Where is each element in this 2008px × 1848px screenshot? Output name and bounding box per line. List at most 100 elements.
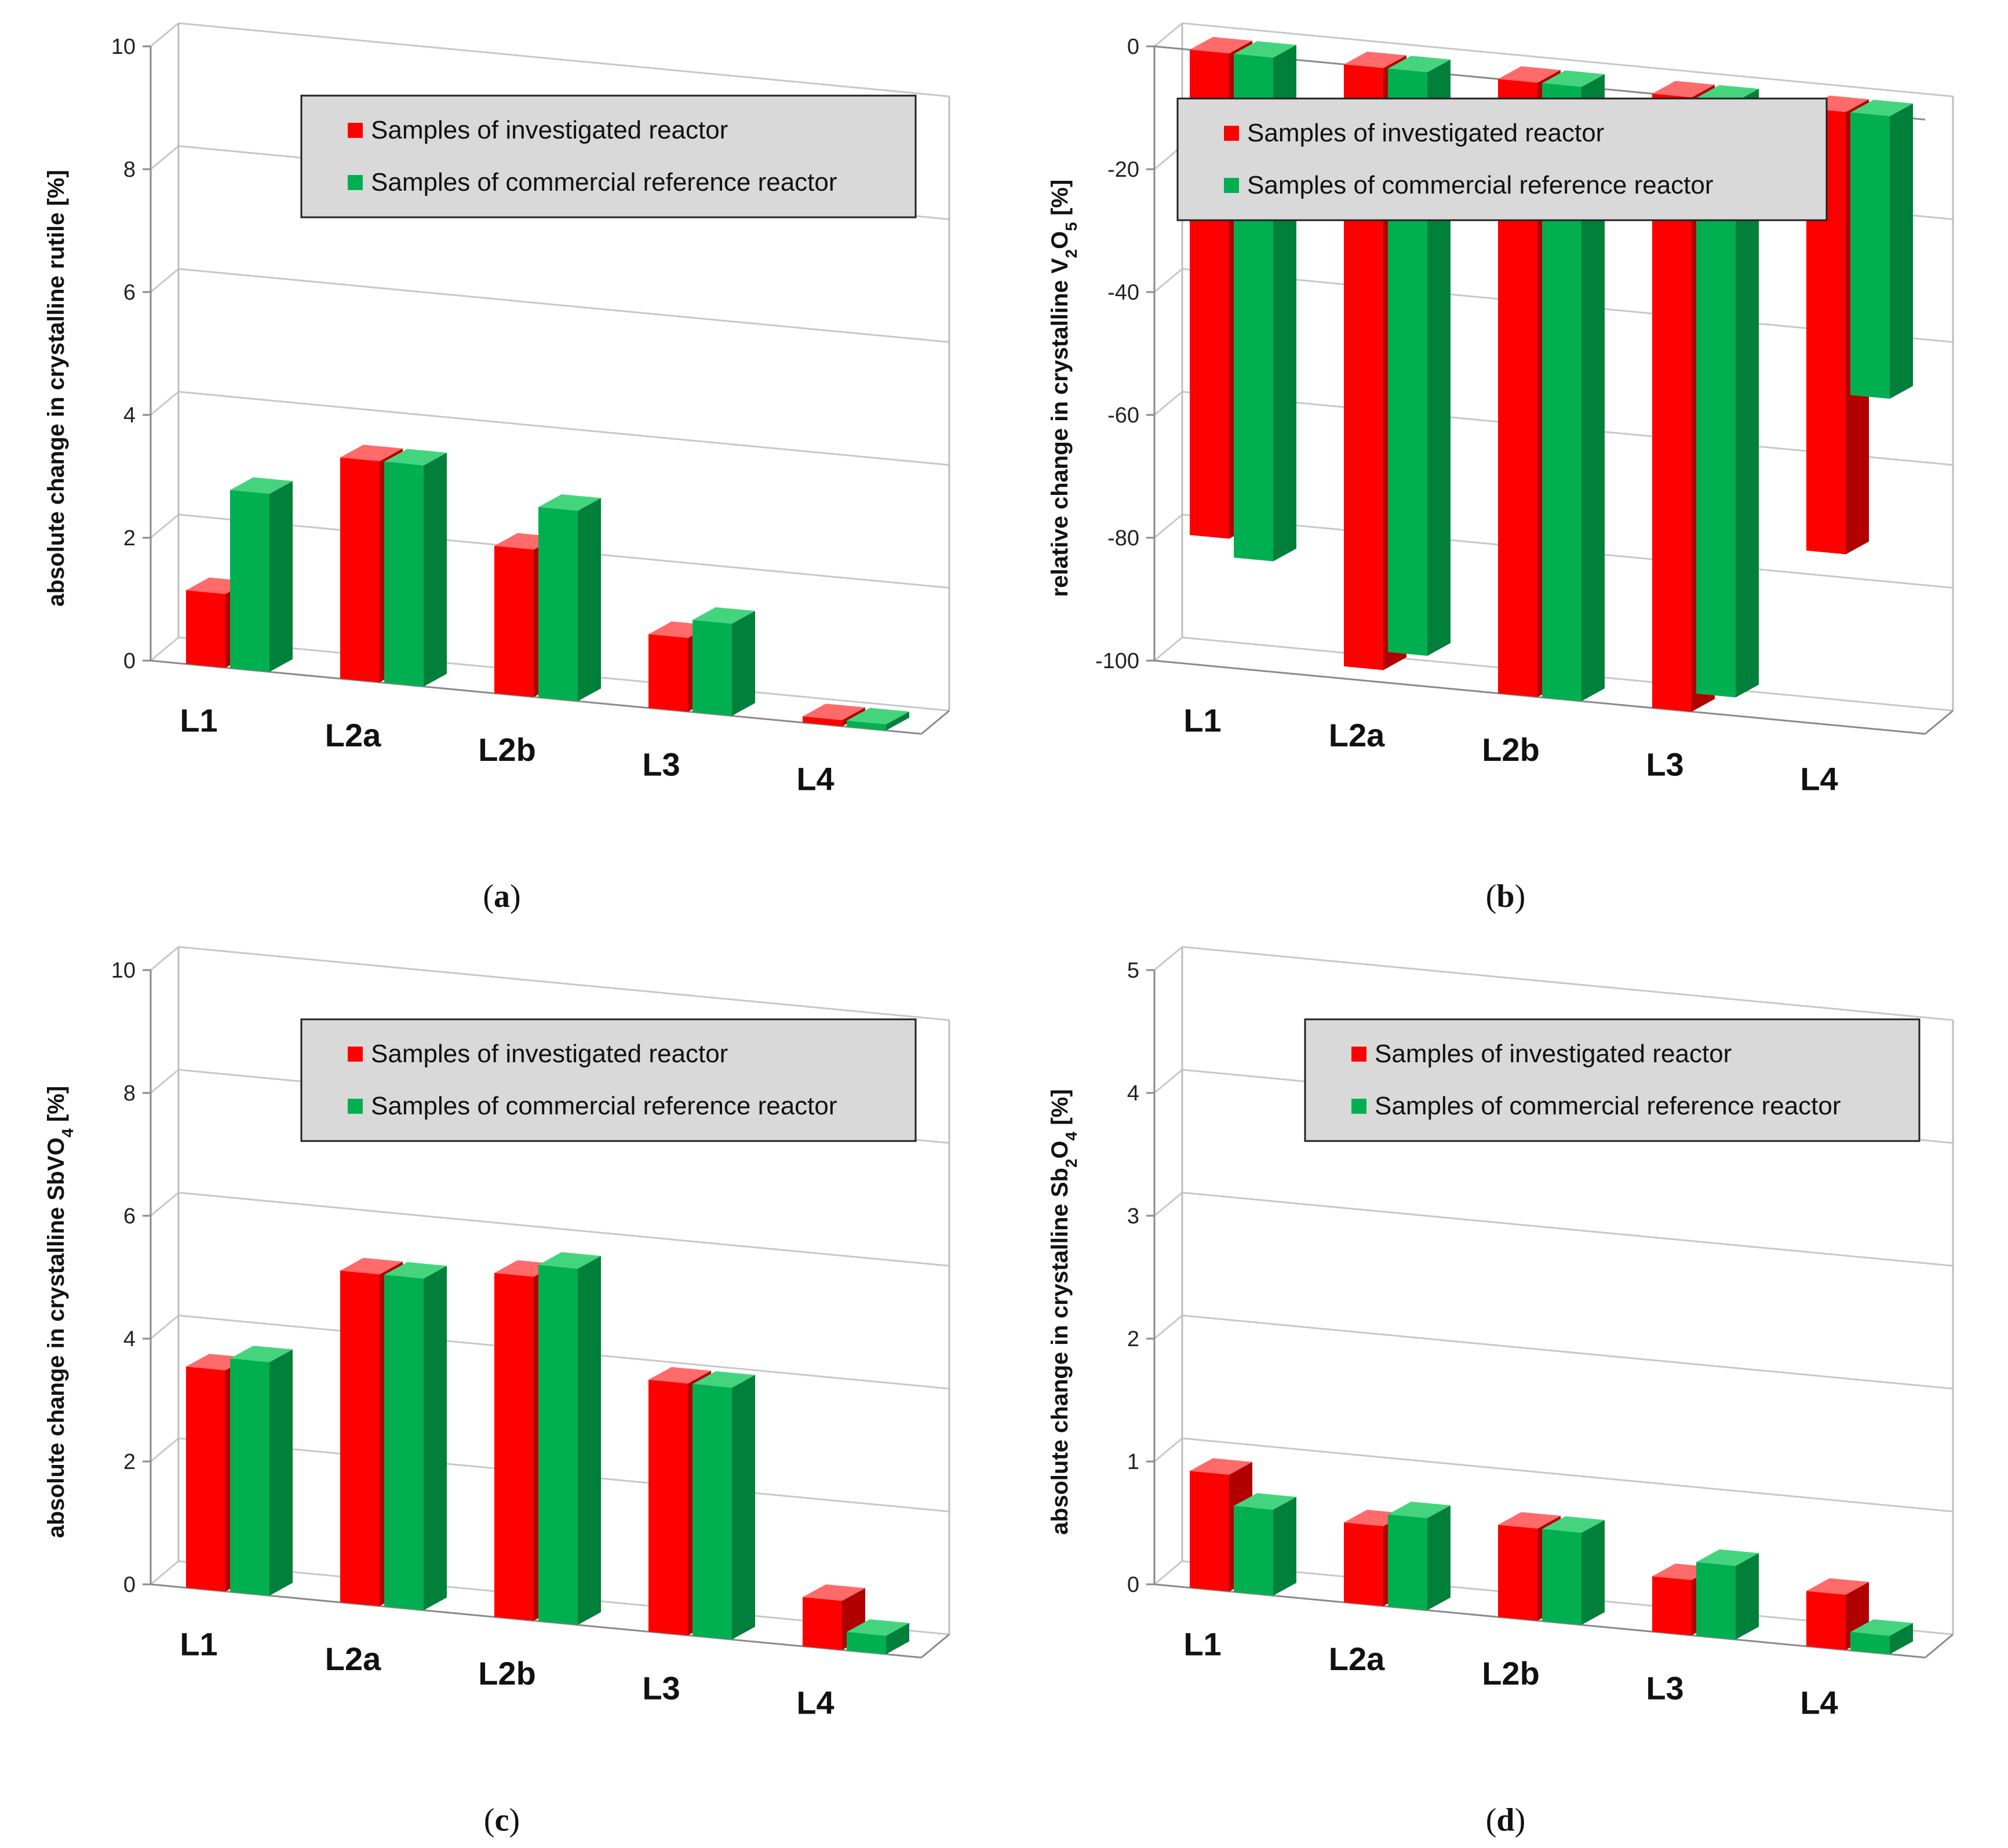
y-tick-label: -40	[1107, 280, 1139, 305]
x-category-labels: L1 L2a L2b L3 L4	[180, 1626, 834, 1721]
gridline-depth	[150, 1191, 179, 1217]
category-label-L2a: L2a	[1329, 717, 1385, 753]
category-label-L4: L4	[1800, 1685, 1838, 1721]
gridline-depth	[1154, 1560, 1183, 1585]
bar-reference-L4-top	[1850, 1619, 1913, 1636]
y-axis-title: absolute change in crystalline Sb2O4 [%]	[1047, 1089, 1080, 1534]
category-label-L2a: L2a	[1329, 1641, 1385, 1677]
bar-investigated-L2b-front	[494, 545, 534, 697]
legend-swatch-investigated	[1224, 126, 1239, 141]
bar-investigated-L3-front	[1652, 93, 1692, 712]
bar-investigated-L2b-top	[1498, 66, 1561, 83]
bar-investigated-L4-front	[1806, 1591, 1846, 1650]
bar-reference-L3-side	[732, 611, 755, 716]
y-tick-labels: 0 -20 -40 -60 -80 -100	[1095, 35, 1154, 673]
category-label-L4: L4	[796, 1685, 834, 1721]
legend: Samples of investigated reactor Samples o…	[1176, 97, 1828, 221]
x-axis-line	[150, 659, 922, 735]
gridline	[1182, 946, 1954, 1021]
legend: Samples of investigated reactor Samples o…	[1304, 1018, 1920, 1142]
category-label-L1: L1	[1183, 702, 1221, 739]
bar-reference-L3-top	[1696, 85, 1759, 102]
gridline-depth	[150, 1437, 179, 1463]
gridline-depth	[1154, 391, 1183, 416]
x-axis-depth	[1925, 1634, 1954, 1659]
bar-reference-L3-side	[1736, 89, 1759, 698]
legend-swatch-investigated	[348, 1047, 363, 1062]
legend-label-reference: Samples of commercial reference reactor	[1247, 171, 1714, 199]
legend: Samples of investigated reactor Samples o…	[300, 94, 917, 218]
bar-investigated-L3-top	[1652, 81, 1715, 98]
legend-box	[1176, 97, 1828, 221]
gridline-depth	[150, 636, 179, 662]
bar-investigated-L3-top	[648, 1367, 711, 1384]
bars	[186, 444, 909, 731]
gridline	[178, 268, 950, 343]
gridline-depth	[1154, 636, 1183, 662]
chart-a-svg: 0 2 4 6 8 10 absolute change in crystalline ru…	[43, 22, 950, 914]
bar-investigated-L2a-top	[340, 1257, 403, 1275]
bar-reference-L2a-top	[384, 449, 447, 466]
bar-reference-L1-top	[1234, 41, 1296, 58]
bar-reference-L2b-side	[578, 1256, 601, 1625]
bar-reference-L3-top	[1696, 1549, 1759, 1566]
y-tick-label: 4	[123, 403, 136, 428]
gridline	[178, 22, 950, 97]
gridline-depth	[150, 268, 179, 293]
bar-reference-L2b-top	[1542, 1516, 1605, 1533]
x-axis-depth	[1925, 710, 1954, 735]
y-tick-label: 10	[111, 35, 136, 59]
bar-investigated-L2a-top	[340, 444, 403, 461]
gridline-depth	[150, 391, 179, 416]
bar-reference-L3	[1696, 85, 1759, 698]
bar-reference-L4-side	[1890, 103, 1913, 399]
y-tick-label: -80	[1107, 526, 1139, 551]
gridline	[1182, 22, 1954, 97]
bar-reference-L2a-side	[1427, 1505, 1451, 1610]
bar-reference-L4-front	[1850, 112, 1890, 399]
bar-reference-L2a-front	[384, 461, 424, 687]
y-tick-label: 4	[123, 1327, 136, 1351]
y-tick-label: 0	[123, 649, 136, 673]
legend-label-reference: Samples of commercial reference reactor	[371, 1092, 837, 1120]
category-label-L2b: L2b	[478, 731, 536, 768]
gridline-depth	[1154, 513, 1183, 539]
bar-investigated-L4-top	[803, 1584, 865, 1601]
category-label-L2b: L2b	[1482, 1655, 1540, 1692]
bar-investigated-L1-top	[1190, 1458, 1252, 1475]
category-label-L2b: L2b	[478, 1655, 536, 1692]
category-label-L1: L1	[180, 702, 217, 739]
category-label-L3: L3	[642, 746, 680, 782]
bar-reference-L3-front	[1696, 97, 1736, 698]
bar-reference-L3-side	[732, 1375, 755, 1640]
bars	[186, 1252, 909, 1654]
bar-reference-L3-front	[1696, 1562, 1736, 1640]
bar-reference-L2b-front	[1542, 83, 1581, 702]
chart-b-svg: 0 -20 -40 -60 -80 -100 relative change in crys…	[1047, 22, 1954, 914]
y-tick-label: 10	[111, 958, 136, 983]
bar-reference-L2a-side	[424, 453, 447, 687]
gridline-depth	[150, 1069, 179, 1094]
bar-reference-L4-side	[886, 1623, 909, 1654]
bar-reference-L2b-front	[538, 506, 578, 702]
bar-investigated-L2a-front	[1344, 1522, 1383, 1606]
bar-reference-L4-top	[847, 708, 909, 724]
bar-reference-L3	[693, 1371, 755, 1640]
category-label-L4: L4	[796, 761, 834, 797]
y-tick-label: 0	[1127, 35, 1139, 59]
bar-reference-L3-top	[693, 607, 755, 624]
bar-investigated-L1-front	[186, 590, 225, 668]
bar-reference-L1	[1234, 1493, 1296, 1596]
bar-reference-L3	[693, 607, 755, 716]
bars	[1190, 1458, 1913, 1654]
bar-reference-L2a	[384, 1262, 447, 1610]
y-tick-label: 2	[123, 1450, 136, 1474]
y-tick-label: 1	[1127, 1450, 1139, 1474]
gridline-depth	[1154, 22, 1183, 48]
gridline-depth	[150, 1560, 179, 1585]
gridline-depth	[150, 513, 179, 539]
bar-reference-L2a-top	[1388, 56, 1451, 72]
gridline	[178, 391, 950, 466]
bar-investigated-L2b-front	[494, 1273, 534, 1621]
gridline-depth	[150, 946, 179, 971]
